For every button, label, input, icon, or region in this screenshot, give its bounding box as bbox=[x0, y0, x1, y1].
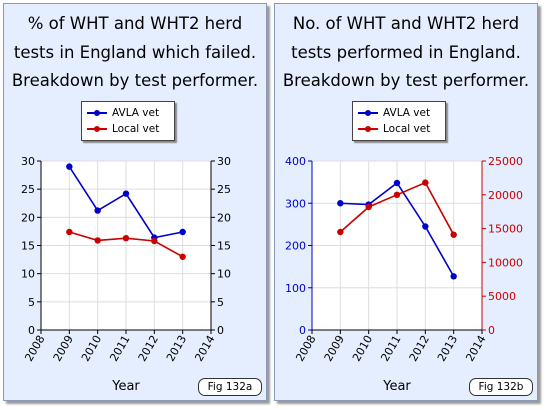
legend-label: Local vet bbox=[383, 122, 431, 135]
title-line: tests in England which failed. bbox=[13, 42, 257, 62]
y-tick-label: 5 bbox=[28, 296, 35, 309]
data-point bbox=[422, 223, 429, 230]
x-tick-label: 2014 bbox=[192, 333, 217, 364]
x-axis-label: Year bbox=[382, 379, 411, 394]
legend-item-local: Local vet bbox=[86, 121, 159, 136]
chart-title-a: % of WHT and WHT2 herd tests in England … bbox=[4, 10, 266, 96]
legend-a: AVLA vet Local vet bbox=[81, 101, 175, 141]
y-tick-label: 0 bbox=[28, 324, 35, 337]
x-tick-label: 2008 bbox=[293, 333, 318, 364]
x-tick-label: 2010 bbox=[79, 333, 104, 364]
y-right-tick-label: 15 bbox=[217, 240, 231, 253]
y-tick-label: 15 bbox=[21, 240, 35, 253]
y-right-tick-label: 30 bbox=[217, 155, 231, 168]
x-tick-label: 2013 bbox=[164, 333, 189, 364]
x-tick-label: 2012 bbox=[136, 333, 161, 364]
data-point bbox=[179, 253, 186, 260]
data-point bbox=[337, 200, 344, 207]
data-point bbox=[393, 179, 401, 187]
data-point bbox=[422, 179, 429, 186]
legend-swatch-icon bbox=[87, 109, 107, 116]
title-line: % of WHT and WHT2 herd bbox=[27, 14, 243, 33]
y-tick-label: 25 bbox=[21, 183, 35, 196]
y-right-tick-label: 20000 bbox=[488, 189, 523, 202]
x-tick-label: 2012 bbox=[407, 333, 432, 364]
x-tick-label: 2009 bbox=[51, 333, 76, 364]
legend-item-avla: AVLA vet bbox=[86, 105, 159, 120]
data-point bbox=[337, 228, 344, 236]
x-tick-label: 2009 bbox=[322, 333, 347, 364]
y-right-tick-label: 20 bbox=[217, 211, 231, 224]
y-right-tick-label: 0 bbox=[488, 324, 495, 337]
x-tick-label: 2013 bbox=[435, 333, 460, 364]
plot-area-a: 0 5 10 15 20 25 30 0 5 10 15 20 25 30 2008 2009 2010 2011… bbox=[21, 155, 231, 394]
plot-area-b: 0 100 200 300 400 0 5000 10000 15000 20000 25000 20… bbox=[285, 155, 523, 394]
y-right-tick-label: 25000 bbox=[488, 155, 523, 168]
y-right-tick-label: 10000 bbox=[488, 256, 523, 269]
y-tick-label: 400 bbox=[285, 155, 306, 168]
x-tick-label: 2010 bbox=[350, 333, 375, 364]
chart-title-b: No. of WHT and WHT2 herd tests performed… bbox=[275, 10, 537, 96]
y-right-tick-label: 5 bbox=[217, 296, 224, 309]
title-line: No. of WHT and WHT2 herd bbox=[292, 14, 520, 33]
y-right-tick-label: 25 bbox=[217, 183, 231, 196]
legend-label: Local vet bbox=[112, 122, 160, 135]
data-point bbox=[365, 203, 372, 211]
fig-label-b: Fig 132b bbox=[469, 378, 533, 396]
y-tick-label: 0 bbox=[299, 324, 306, 337]
x-tick-label: 2014 bbox=[463, 333, 488, 364]
legend-swatch-icon bbox=[358, 109, 378, 116]
legend-item-avla: AVLA vet bbox=[357, 105, 430, 120]
x-axis-label: Year bbox=[111, 379, 140, 394]
y-right-tick-label: 0 bbox=[217, 324, 224, 337]
data-point bbox=[450, 273, 457, 280]
data-point bbox=[94, 207, 101, 214]
y-tick-label: 20 bbox=[21, 211, 35, 224]
y-tick-label: 300 bbox=[285, 197, 306, 210]
data-point bbox=[122, 190, 130, 197]
title-line: Breakdown by test performer. bbox=[11, 71, 259, 90]
legend-label: AVLA vet bbox=[383, 106, 431, 119]
legend-swatch-icon bbox=[358, 125, 378, 132]
legend-b: AVLA vet Local vet bbox=[352, 101, 446, 141]
legend-label: AVLA vet bbox=[112, 106, 160, 119]
x-tick-label: 2011 bbox=[107, 333, 132, 364]
y-tick-label: 200 bbox=[285, 240, 306, 253]
y-tick-label: 100 bbox=[285, 282, 306, 295]
x-tick-label: 2011 bbox=[378, 333, 403, 364]
title-line: Breakdown by test performer. bbox=[282, 71, 530, 90]
chart-panel-b: No. of WHT and WHT2 herd tests performed… bbox=[274, 3, 538, 401]
data-point bbox=[179, 228, 186, 236]
legend-item-local: Local vet bbox=[357, 121, 430, 136]
data-point bbox=[122, 234, 130, 242]
data-point bbox=[151, 237, 158, 245]
chart-panel-a: % of WHT and WHT2 herd tests in England … bbox=[3, 3, 267, 401]
data-point bbox=[393, 191, 401, 198]
data-point bbox=[450, 231, 457, 238]
legend-swatch-icon bbox=[87, 125, 107, 132]
data-point bbox=[94, 237, 101, 244]
title-line: tests performed in England. bbox=[291, 42, 521, 62]
y-right-tick-label: 10 bbox=[217, 268, 231, 281]
x-tick-label: 2008 bbox=[22, 333, 47, 364]
y-right-tick-label: 15000 bbox=[488, 223, 523, 236]
y-right-tick-label: 5000 bbox=[488, 290, 516, 303]
fig-label-a: Fig 132a bbox=[198, 378, 262, 396]
y-tick-label: 30 bbox=[21, 155, 35, 168]
data-point bbox=[66, 228, 73, 236]
y-tick-label: 10 bbox=[21, 268, 35, 281]
data-point bbox=[66, 163, 73, 170]
